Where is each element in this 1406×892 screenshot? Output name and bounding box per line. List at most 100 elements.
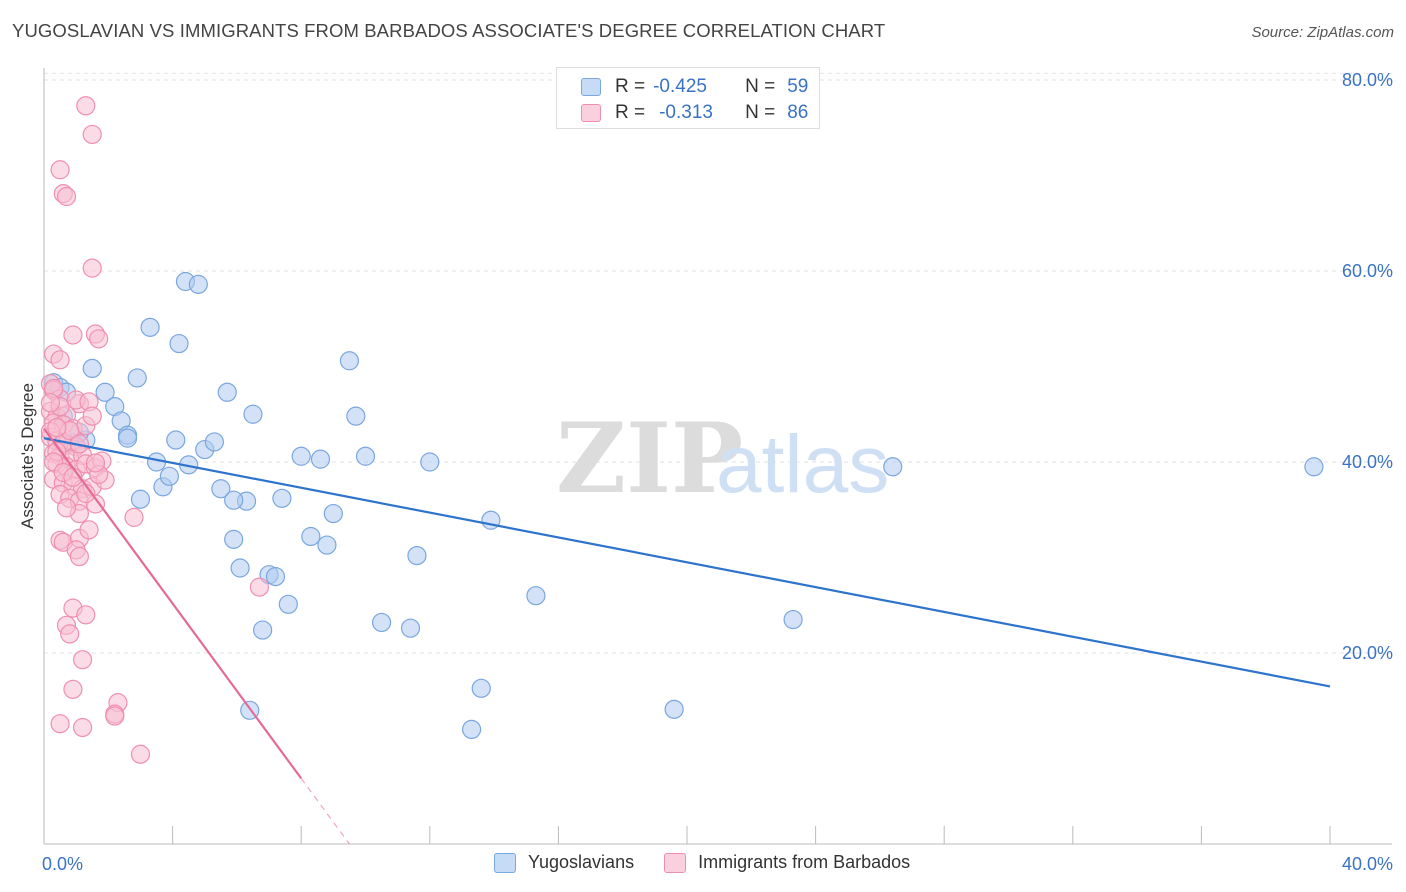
- legend-label-barbados: Immigrants from Barbados: [698, 852, 911, 872]
- point-yugoslavian: [204, 432, 224, 452]
- point-yugoslavian: [323, 503, 343, 524]
- point-yugoslavian: [664, 699, 684, 719]
- point-yugoslavian: [166, 430, 186, 450]
- x-tick-label: 0.0%: [42, 854, 83, 874]
- legend-swatch-blue: [494, 852, 516, 873]
- trend-line-barbados: [43, 427, 303, 780]
- point-yugoslavian: [471, 678, 491, 698]
- point-barbados: [82, 258, 102, 278]
- legend-label-yugoslavians: Yugoslavians: [528, 852, 635, 872]
- y-tick-label: 60.0%: [1342, 261, 1393, 281]
- legend-item-yugoslavians: Yugoslavians: [494, 852, 634, 873]
- point-yugoslavian: [400, 618, 421, 638]
- point-yugoslavian: [169, 333, 189, 354]
- point-barbados: [50, 160, 70, 180]
- trend-lines: [43, 427, 1331, 845]
- watermark: ZIP atlas: [556, 402, 889, 515]
- legend-row-yugoslavians: R = -0.425 N = 59: [581, 75, 808, 99]
- point-barbados: [56, 186, 77, 207]
- trend-line-yugoslavians: [43, 437, 1331, 688]
- point-barbados: [40, 393, 61, 413]
- y-tick-label: 80.0%: [1342, 70, 1393, 90]
- point-barbados: [76, 96, 96, 116]
- point-yugoslavian: [95, 382, 115, 402]
- point-yugoslavian: [291, 446, 311, 466]
- point-yugoslavian: [230, 558, 250, 578]
- legend-n-label: N =: [745, 76, 776, 97]
- point-yugoslavian: [355, 446, 376, 466]
- point-yugoslavian: [127, 368, 147, 388]
- point-yugoslavian: [310, 449, 331, 469]
- point-yugoslavian: [420, 452, 440, 472]
- point-barbados: [130, 744, 151, 764]
- point-yugoslavian: [117, 428, 138, 448]
- point-barbados: [89, 329, 109, 349]
- point-yugoslavian: [211, 479, 231, 499]
- point-yugoslavian: [265, 566, 286, 587]
- y-axis-label: Associate's Degree: [18, 383, 37, 529]
- point-yugoslavian: [243, 404, 263, 424]
- point-barbados: [47, 418, 67, 438]
- legend-n-value: 59: [787, 76, 809, 97]
- point-yugoslavian: [188, 274, 208, 294]
- legend-n-value: 86: [787, 102, 809, 123]
- point-yugoslavian: [407, 545, 427, 566]
- point-yugoslavian: [783, 609, 803, 630]
- y-tick-label: 20.0%: [1342, 643, 1393, 663]
- point-barbados: [82, 124, 102, 145]
- watermark-zip: ZIP: [556, 402, 743, 515]
- point-barbados: [63, 325, 83, 345]
- legend-swatch-pink: [581, 104, 601, 122]
- point-barbados: [56, 498, 77, 518]
- point-yugoslavian: [371, 612, 392, 633]
- point-barbados: [82, 406, 102, 426]
- point-yugoslavian: [883, 457, 903, 477]
- tick-labels: 20.0% 40.0% 60.0% 80.0% 0.0% 40.0%: [42, 70, 1393, 874]
- y-tick-label: 40.0%: [1342, 452, 1393, 472]
- point-yugoslavian: [1304, 457, 1324, 477]
- point-yugoslavian: [224, 529, 244, 549]
- point-barbados: [79, 520, 99, 540]
- point-barbados: [63, 679, 83, 699]
- legend-swatch-blue: [581, 78, 601, 96]
- trend-line-barbados-extension: [300, 778, 350, 845]
- point-yugoslavian: [278, 594, 298, 614]
- point-yugoslavian: [339, 351, 360, 371]
- point-barbados: [60, 624, 80, 644]
- legend-swatch-pink: [664, 852, 687, 873]
- legend-n-label: N =: [745, 102, 776, 123]
- point-yugoslavian: [301, 526, 321, 547]
- legend-item-barbados: Immigrants from Barbados: [664, 852, 910, 873]
- chart-title: YUGOSLAVIAN VS IMMIGRANTS FROM BARBADOS …: [12, 20, 886, 41]
- legend-r-label: R =: [615, 76, 646, 97]
- point-yugoslavian: [159, 466, 179, 486]
- x-tick-label: 40.0%: [1342, 854, 1393, 874]
- point-barbados: [72, 717, 93, 738]
- point-yugoslavian: [82, 358, 102, 379]
- point-barbados: [76, 605, 96, 625]
- point-yugoslavian: [217, 382, 237, 402]
- watermark-atlas: atlas: [716, 419, 889, 510]
- point-barbados: [69, 546, 89, 567]
- point-barbados: [50, 350, 70, 370]
- point-barbados: [124, 507, 144, 527]
- point-yugoslavian: [526, 586, 546, 606]
- point-yugoslavian: [346, 406, 366, 426]
- source-label: Source: ZipAtlas.com: [1251, 24, 1394, 41]
- stats-legend: R = -0.425 N = 59 R = -0.313 N = 86: [556, 67, 820, 129]
- legend-r-value: -0.425: [653, 76, 707, 97]
- point-barbados: [249, 577, 270, 597]
- point-yugoslavian: [130, 489, 151, 509]
- series-barbados: [40, 96, 270, 764]
- point-yugoslavian: [461, 719, 482, 740]
- legend-row-barbados: R = -0.313 N = 86: [581, 101, 808, 125]
- legend-r-value: -0.313: [659, 102, 713, 123]
- legend-r-label: R =: [615, 102, 646, 123]
- point-yugoslavian: [272, 488, 292, 508]
- point-yugoslavian: [224, 490, 244, 510]
- point-yugoslavian: [253, 620, 273, 640]
- point-yugoslavian: [317, 535, 337, 555]
- point-barbados: [105, 706, 125, 726]
- point-barbados: [50, 714, 70, 734]
